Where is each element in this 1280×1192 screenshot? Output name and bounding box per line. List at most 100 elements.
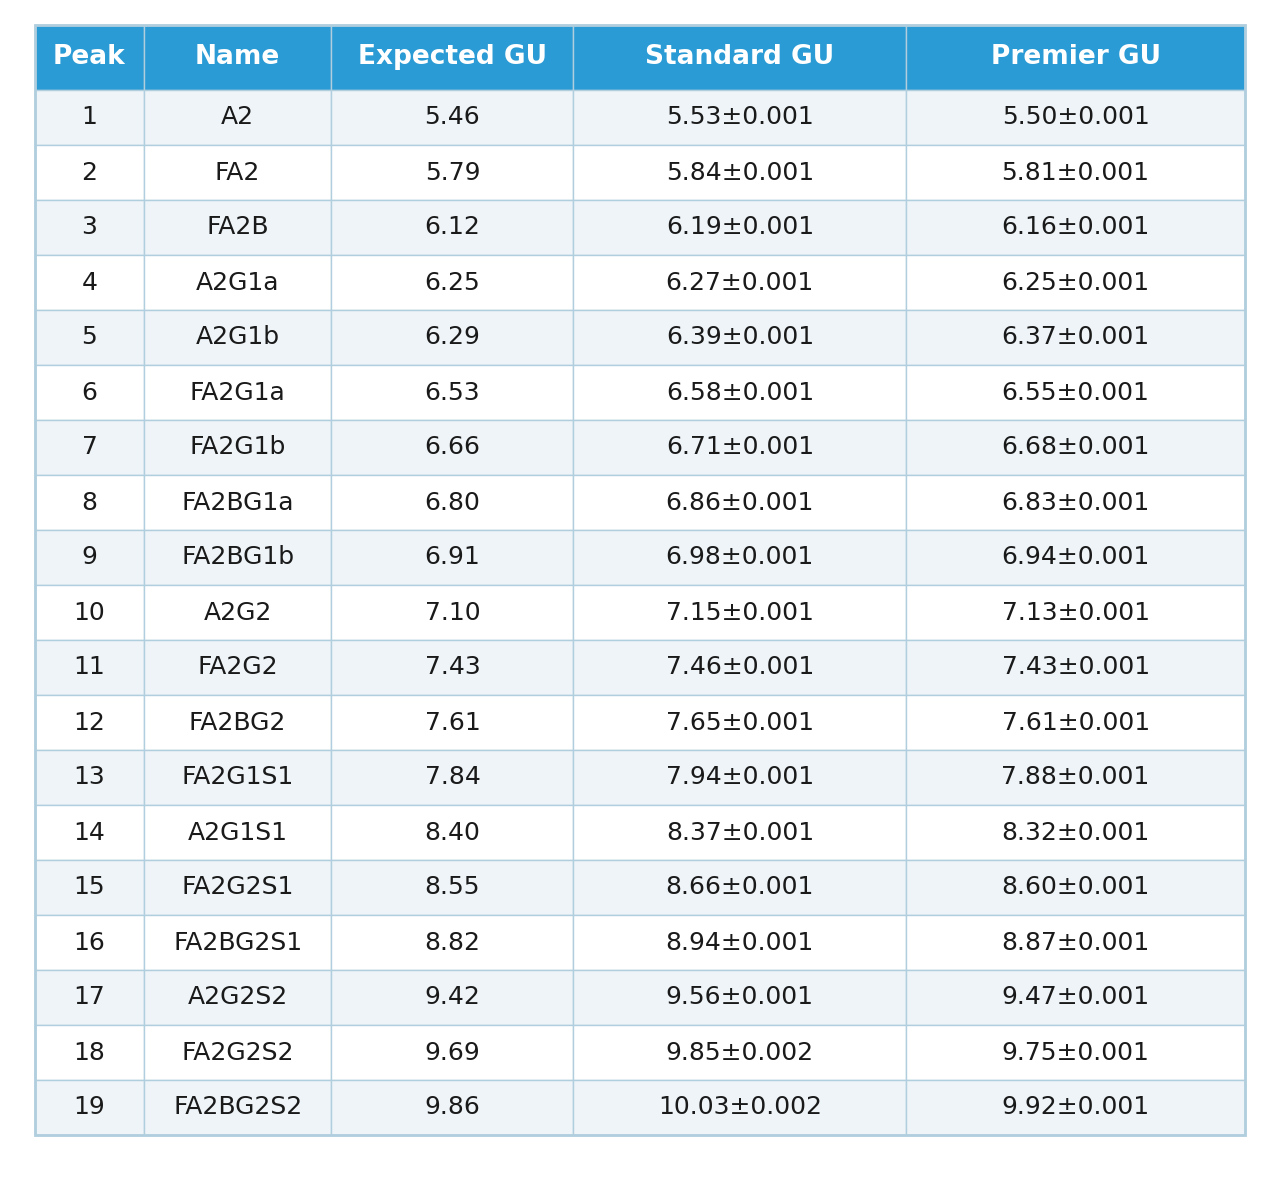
Text: 7.88±0.001: 7.88±0.001: [1001, 765, 1149, 789]
Bar: [143, 310, 332, 365]
Bar: [906, 474, 1245, 530]
Bar: [35, 91, 143, 145]
Bar: [906, 915, 1245, 970]
Text: 18: 18: [73, 1041, 105, 1064]
Bar: [332, 805, 573, 859]
Bar: [35, 145, 143, 200]
Bar: [332, 474, 573, 530]
Bar: [35, 585, 143, 640]
Text: 19: 19: [73, 1095, 105, 1119]
Text: 9.92±0.001: 9.92±0.001: [1001, 1095, 1149, 1119]
Bar: [143, 805, 332, 859]
Text: 8.32±0.001: 8.32±0.001: [1001, 820, 1149, 844]
Text: 8.55: 8.55: [425, 875, 480, 900]
Text: 5.84±0.001: 5.84±0.001: [666, 161, 814, 185]
Bar: [332, 1025, 573, 1080]
Text: 6.39±0.001: 6.39±0.001: [666, 325, 814, 349]
Bar: [573, 1025, 906, 1080]
Bar: [332, 420, 573, 474]
Text: A2G1S1: A2G1S1: [188, 820, 288, 844]
Bar: [573, 200, 906, 255]
Text: 14: 14: [73, 820, 105, 844]
Bar: [143, 970, 332, 1025]
Text: 7.13±0.001: 7.13±0.001: [1002, 601, 1149, 625]
Bar: [332, 750, 573, 805]
Text: 6.66: 6.66: [425, 435, 480, 459]
Bar: [143, 640, 332, 695]
Text: 6.25: 6.25: [425, 271, 480, 294]
Bar: [573, 585, 906, 640]
Bar: [143, 200, 332, 255]
Text: 7.46±0.001: 7.46±0.001: [666, 656, 814, 679]
Text: 8: 8: [82, 490, 97, 515]
Text: 7: 7: [82, 435, 97, 459]
Bar: [906, 145, 1245, 200]
Text: 6.98±0.001: 6.98±0.001: [666, 546, 814, 570]
Text: FA2G1S1: FA2G1S1: [182, 765, 294, 789]
Bar: [332, 91, 573, 145]
Text: 8.66±0.001: 8.66±0.001: [666, 875, 814, 900]
Text: 12: 12: [73, 710, 105, 734]
Bar: [332, 859, 573, 915]
Bar: [35, 695, 143, 750]
Bar: [906, 200, 1245, 255]
Text: 7.65±0.001: 7.65±0.001: [666, 710, 814, 734]
Text: FA2BG2S1: FA2BG2S1: [173, 931, 302, 955]
Bar: [35, 915, 143, 970]
Text: 8.37±0.001: 8.37±0.001: [666, 820, 814, 844]
Text: 7.15±0.001: 7.15±0.001: [666, 601, 814, 625]
Text: 8.87±0.001: 8.87±0.001: [1001, 931, 1149, 955]
Text: A2: A2: [221, 106, 255, 130]
Text: A2G1a: A2G1a: [196, 271, 279, 294]
Text: 9: 9: [82, 546, 97, 570]
Bar: [573, 970, 906, 1025]
Bar: [906, 255, 1245, 310]
Text: Peak: Peak: [52, 44, 125, 70]
Text: 11: 11: [73, 656, 105, 679]
Bar: [906, 585, 1245, 640]
Text: A2G1b: A2G1b: [196, 325, 280, 349]
Text: Standard GU: Standard GU: [645, 44, 835, 70]
Text: 8.82: 8.82: [425, 931, 480, 955]
Bar: [573, 310, 906, 365]
Text: 5: 5: [82, 325, 97, 349]
Bar: [332, 585, 573, 640]
Bar: [573, 859, 906, 915]
Bar: [332, 200, 573, 255]
Text: 6.53: 6.53: [425, 380, 480, 404]
Bar: [35, 1080, 143, 1135]
Bar: [332, 1080, 573, 1135]
Text: FA2G1a: FA2G1a: [189, 380, 285, 404]
Bar: [143, 255, 332, 310]
Text: 5.79: 5.79: [425, 161, 480, 185]
Bar: [35, 255, 143, 310]
Bar: [143, 1080, 332, 1135]
Text: FA2BG1b: FA2BG1b: [180, 546, 294, 570]
Text: FA2BG2: FA2BG2: [189, 710, 287, 734]
Text: FA2BG2S2: FA2BG2S2: [173, 1095, 302, 1119]
Bar: [143, 25, 332, 91]
Bar: [35, 530, 143, 585]
Bar: [332, 255, 573, 310]
Bar: [573, 750, 906, 805]
Bar: [143, 365, 332, 420]
Bar: [332, 145, 573, 200]
Bar: [35, 970, 143, 1025]
Bar: [573, 365, 906, 420]
Bar: [906, 640, 1245, 695]
Bar: [332, 970, 573, 1025]
Text: 6.19±0.001: 6.19±0.001: [666, 216, 814, 240]
Bar: [143, 420, 332, 474]
Bar: [573, 915, 906, 970]
Text: 6.91: 6.91: [425, 546, 480, 570]
Text: 6.27±0.001: 6.27±0.001: [666, 271, 814, 294]
Text: 6.86±0.001: 6.86±0.001: [666, 490, 814, 515]
Text: 9.56±0.001: 9.56±0.001: [666, 986, 814, 1010]
Text: 17: 17: [73, 986, 105, 1010]
Text: 15: 15: [74, 875, 105, 900]
Text: FA2G2: FA2G2: [197, 656, 278, 679]
Bar: [906, 750, 1245, 805]
Bar: [573, 530, 906, 585]
Text: 8.94±0.001: 8.94±0.001: [666, 931, 814, 955]
Text: 7.43±0.001: 7.43±0.001: [1001, 656, 1149, 679]
